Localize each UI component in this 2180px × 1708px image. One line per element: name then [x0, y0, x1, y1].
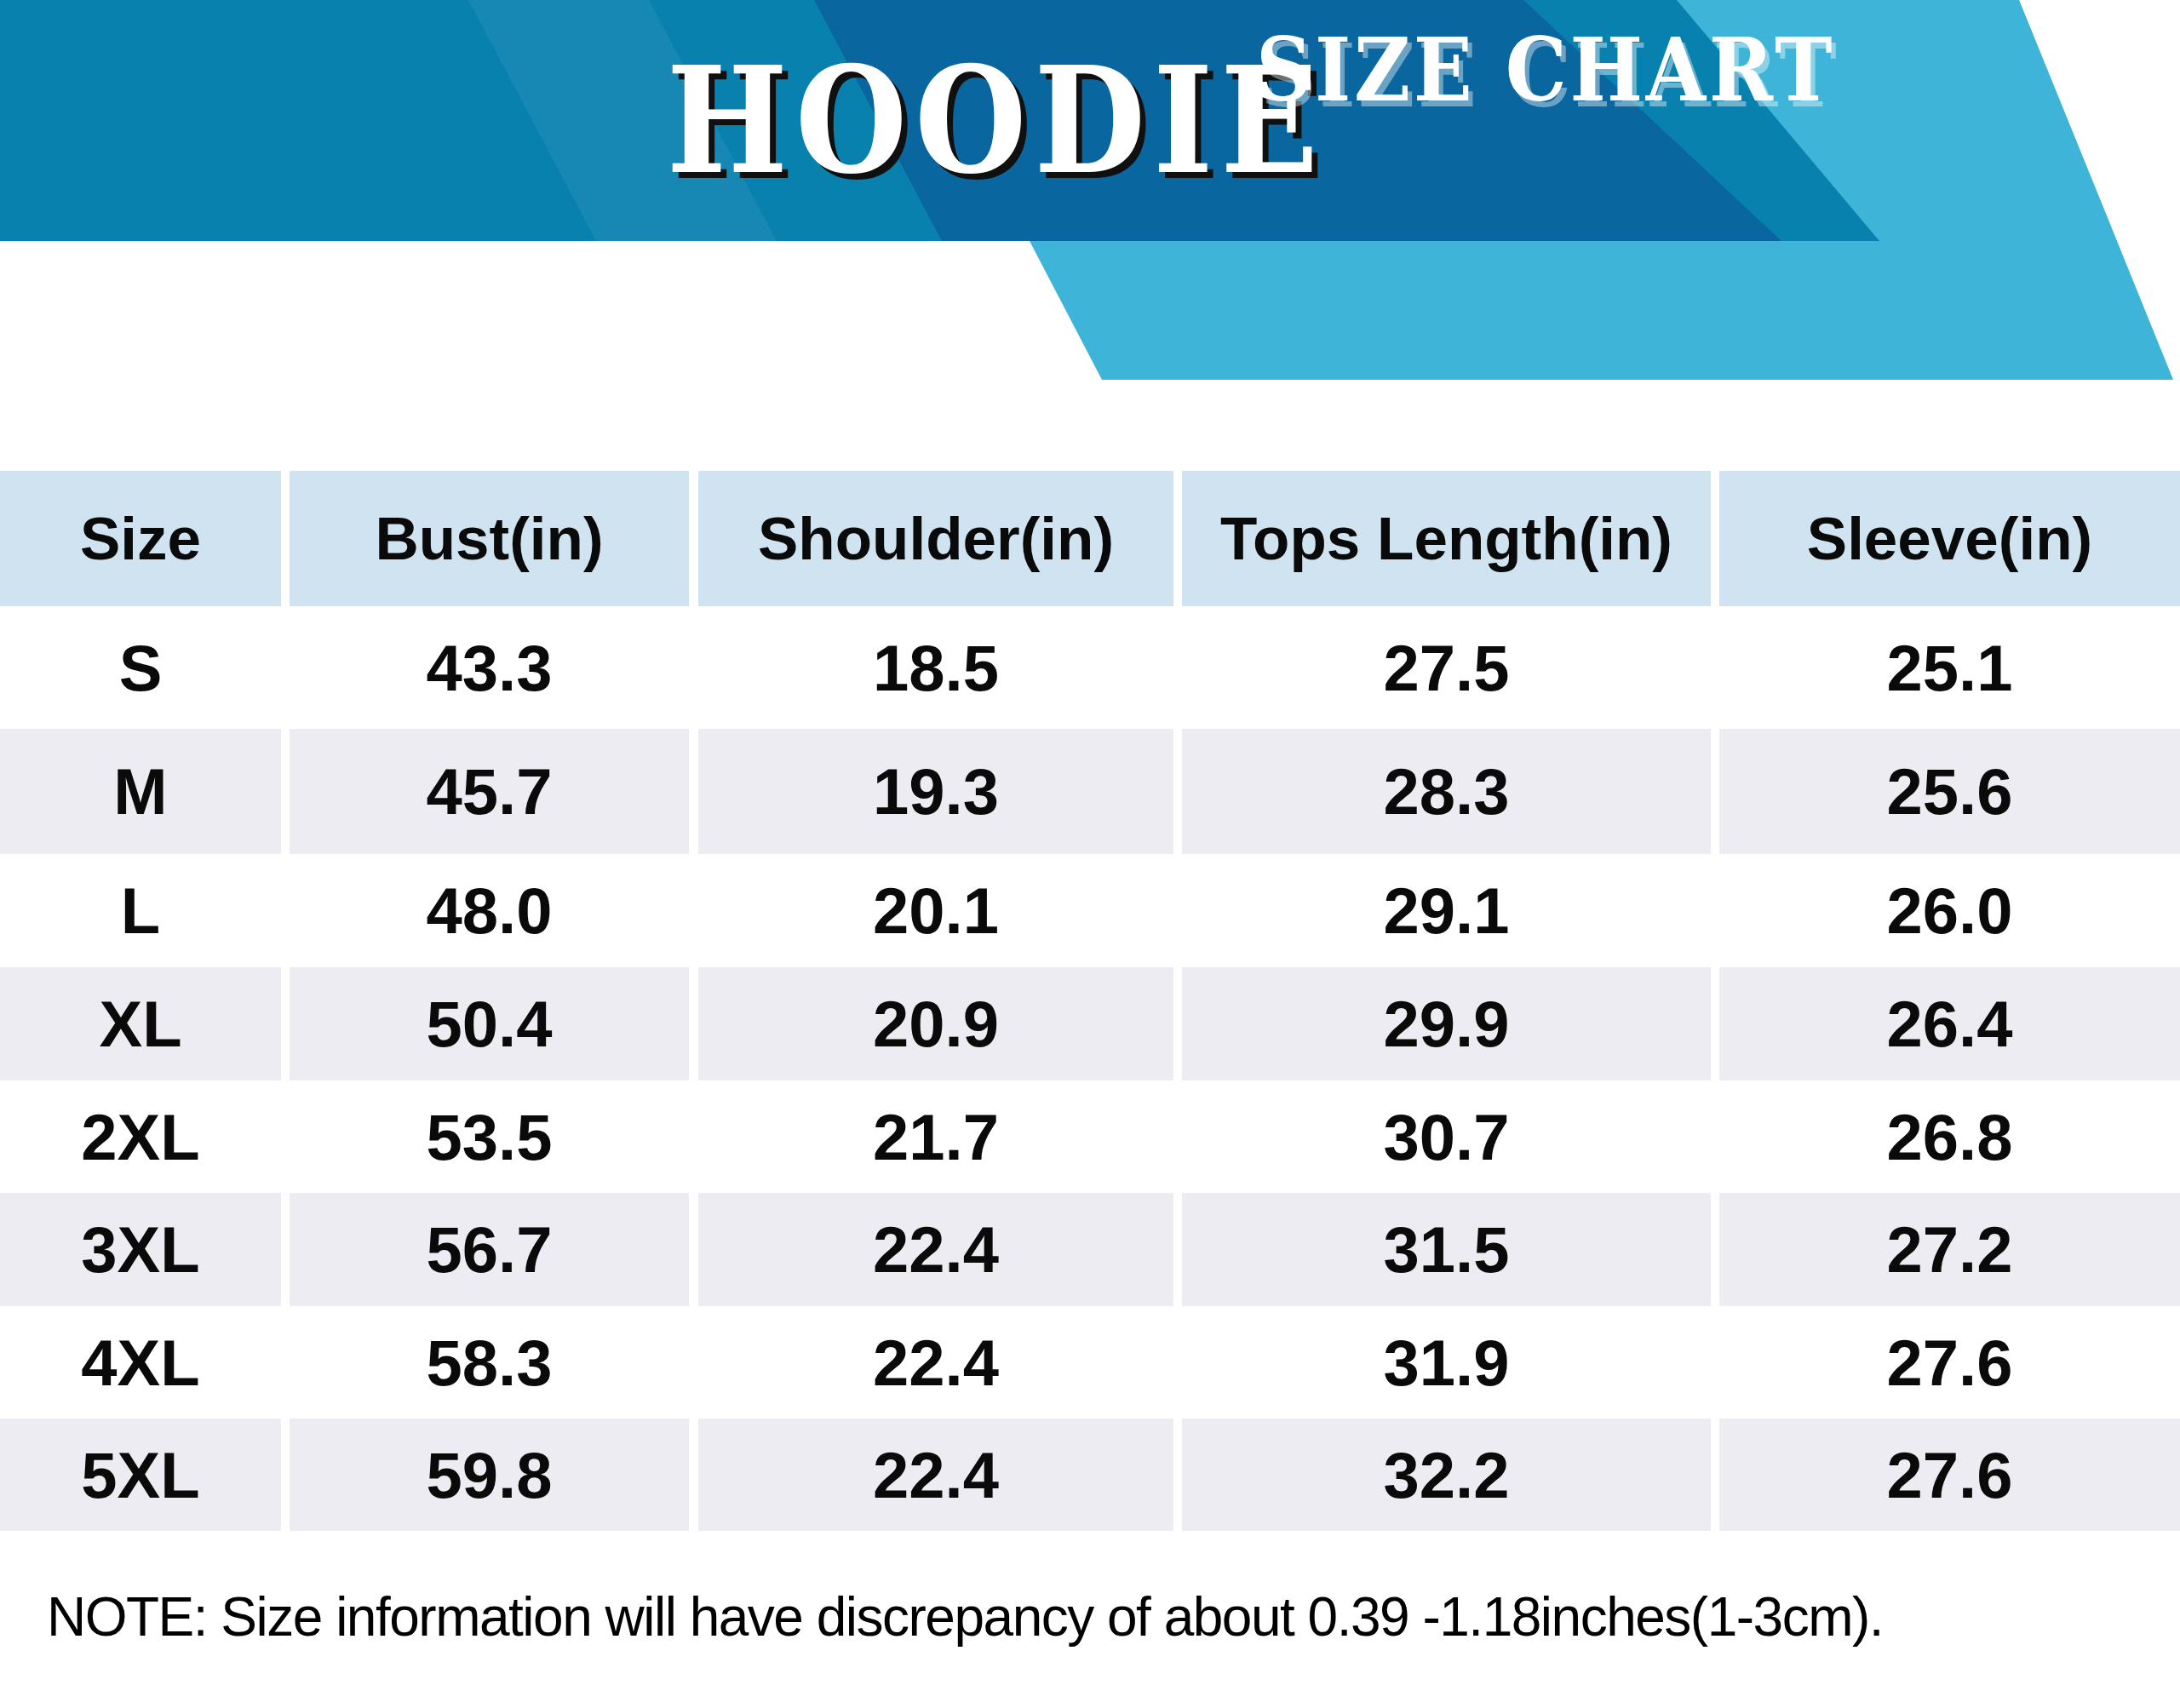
measurement-value: 22.4: [698, 1193, 1182, 1306]
measurement-value: 26.0: [1719, 854, 2180, 967]
note-text: NOTE: Size information will have discrep…: [47, 1585, 1883, 1648]
measurement-value: 58.3: [290, 1306, 698, 1419]
size-label: L: [0, 854, 290, 967]
size-chart-ribbon: [0, 241, 2180, 380]
product-title: HOODIE: [667, 0, 1326, 241]
measurement-value: 28.3: [1182, 729, 1719, 854]
measurement-value: 45.7: [290, 729, 698, 854]
measurement-value: 48.0: [290, 854, 698, 967]
measurement-value: 27.2: [1719, 1193, 2180, 1306]
size-label: 4XL: [0, 1306, 290, 1419]
measurement-value: 19.3: [698, 729, 1182, 854]
measurement-value: 59.8: [290, 1419, 698, 1531]
size-chart-label: SIZE CHART: [1256, 0, 1835, 139]
measurement-value: 22.4: [698, 1306, 1182, 1419]
header-bust: Bust(in): [290, 471, 698, 606]
size-label: 5XL: [0, 1419, 290, 1531]
header-tops-length: Tops Length(in): [1182, 471, 1719, 606]
measurement-value: 29.9: [1182, 967, 1719, 1080]
size-label: XL: [0, 967, 290, 1080]
header-shoulder: Shoulder(in): [698, 471, 1182, 606]
measurement-value: 31.5: [1182, 1193, 1719, 1306]
size-label: S: [0, 606, 290, 729]
size-chart-page: HOODIE SIZE CHART Size Bust(in) Shoulder…: [0, 0, 2180, 1708]
measurement-value: 31.9: [1182, 1306, 1719, 1419]
size-label: 2XL: [0, 1080, 290, 1193]
measurement-value: 20.9: [698, 967, 1182, 1080]
measurement-value: 27.5: [1182, 606, 1719, 729]
measurement-value: 22.4: [698, 1419, 1182, 1531]
measurement-value: 26.4: [1719, 967, 2180, 1080]
measurement-value: 50.4: [290, 967, 698, 1080]
header-size: Size: [0, 471, 290, 606]
measurement-value: 21.7: [698, 1080, 1182, 1193]
measurement-value: 20.1: [698, 854, 1182, 967]
measurement-value: 29.1: [1182, 854, 1719, 967]
banner: HOODIE: [0, 0, 2180, 241]
measurement-value: 25.1: [1719, 606, 2180, 729]
measurement-value: 32.2: [1182, 1419, 1719, 1531]
size-label: 3XL: [0, 1193, 290, 1306]
measurement-value: 26.8: [1719, 1080, 2180, 1193]
measurement-value: 43.3: [290, 606, 698, 729]
measurement-value: 27.6: [1719, 1306, 2180, 1419]
measurement-value: 30.7: [1182, 1080, 1719, 1193]
measurement-value: 56.7: [290, 1193, 698, 1306]
size-label: M: [0, 729, 290, 854]
size-table: Size Bust(in) Shoulder(in) Tops Length(i…: [0, 471, 2180, 1531]
header-sleeve: Sleeve(in): [1719, 471, 2180, 606]
measurement-value: 25.6: [1719, 729, 2180, 854]
measurement-value: 53.5: [290, 1080, 698, 1193]
measurement-value: 18.5: [698, 606, 1182, 729]
measurement-value: 27.6: [1719, 1419, 2180, 1531]
